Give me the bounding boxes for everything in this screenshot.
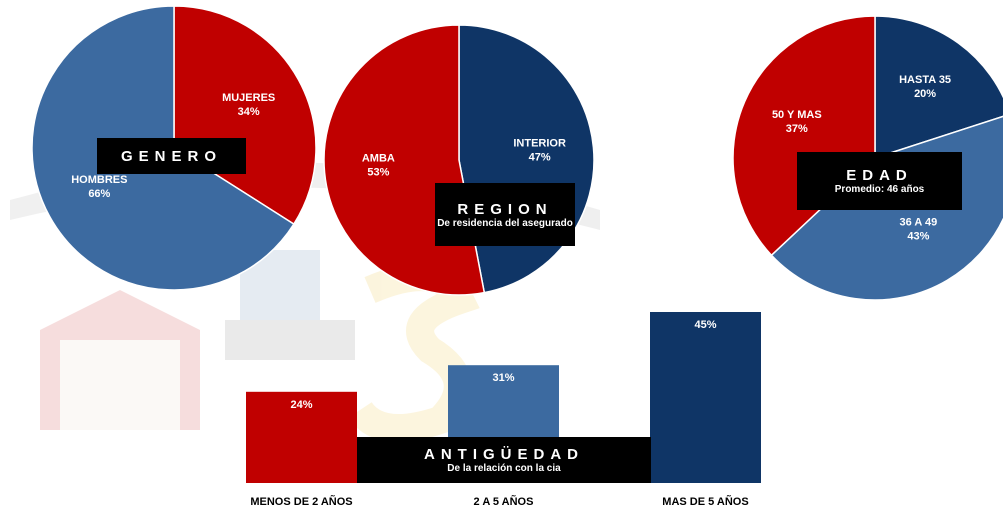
infographic: MUJERES 34% HOMBRES 66% INTERIOR 47% AMBA 53% HA… (0, 0, 1003, 511)
bar (650, 312, 761, 483)
box-subtitle: Promedio: 46 años (797, 184, 962, 195)
slice-label: INTERIOR (513, 137, 566, 149)
label-box: GENERO (97, 138, 246, 174)
slice-value-label: 20% (914, 88, 936, 100)
bar-value-label: 31% (492, 372, 514, 384)
slice-value-label: 53% (367, 167, 389, 179)
chart: MUJERES 34% HOMBRES 66% INTERIOR 47% AMBA 53% HA… (0, 0, 1003, 511)
x-tick-label: 2 A 5 AÑOS (474, 495, 534, 508)
slice-label: AMBA (362, 153, 395, 165)
bar-value-label: 24% (290, 399, 312, 411)
slice-value-label: 34% (238, 106, 260, 118)
slice-label: 50 Y MAS (772, 109, 822, 121)
box-subtitle: De residencia del asegurado (435, 218, 575, 229)
pie-slice (459, 25, 594, 293)
x-tick-label: MENOS DE 2 AÑOS (250, 495, 352, 508)
x-tick-label: MAS DE 5 AÑOS (662, 495, 748, 508)
slice-label: 36 A 49 (900, 216, 938, 228)
slice-value-label: 47% (529, 151, 551, 163)
box-title: REGION (435, 201, 575, 218)
slice-label: HOMBRES (71, 174, 127, 186)
slice-value-label: 66% (88, 188, 110, 200)
box-title: ANTIGÜEDAD (357, 446, 651, 463)
slice-label: MUJERES (222, 92, 275, 104)
box-title: EDAD (797, 167, 962, 184)
box-subtitle: De la relación con la cia (357, 463, 651, 474)
slice-label: HASTA 35 (899, 74, 951, 86)
box-title: GENERO (97, 148, 246, 165)
slice-value-label: 43% (907, 230, 929, 242)
slice-value-label: 37% (786, 123, 808, 135)
bar-value-label: 45% (694, 319, 716, 331)
